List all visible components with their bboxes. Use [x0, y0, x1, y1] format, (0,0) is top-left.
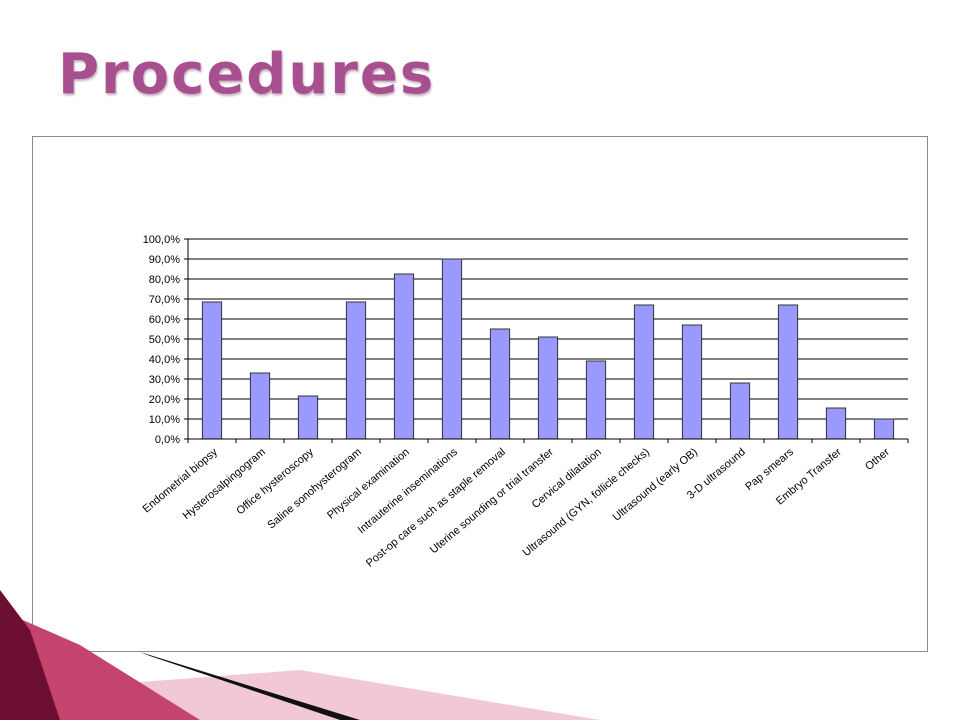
y-tick-label: 50,0%: [149, 334, 180, 346]
y-tick-label: 100,0%: [143, 234, 181, 246]
y-tick-label: 0,0%: [155, 434, 180, 446]
x-tick-labels: Endometrial biopsyHysterosalpingogramOff…: [141, 446, 893, 570]
bar: [441, 258, 463, 440]
bar: [489, 328, 511, 440]
x-tick-label: Ultrasound (early OB): [611, 446, 700, 524]
x-tick-label: Other: [863, 446, 892, 473]
y-tick-label: 70,0%: [149, 294, 180, 306]
y-tick-labels: 0,0% 10,0% 20,0% 30,0% 40,0% 50,0% 60,0% 70,0% 8…: [143, 234, 181, 446]
bar: [729, 382, 751, 440]
deco-black-swoosh: [140, 652, 360, 720]
y-tick-label: 20,0%: [149, 394, 180, 406]
bar: [393, 273, 415, 440]
x-tick-label: Hysterosalpingogram: [181, 446, 268, 522]
bar: [345, 301, 367, 440]
y-tick-label: 30,0%: [149, 374, 180, 386]
y-tick-label: 90,0%: [149, 254, 180, 266]
decorative-corner-swoosh: [0, 590, 600, 720]
axes: [187, 239, 909, 443]
y-tick-label: 60,0%: [149, 314, 180, 326]
y-tick-label: 10,0%: [149, 414, 180, 426]
bar: [297, 395, 319, 440]
deco-dark-band: [0, 590, 60, 720]
bar: [249, 372, 271, 440]
bar: [201, 301, 223, 440]
bar-chart: 0,0% 10,0% 20,0% 30,0% 40,0% 50,0% 60,0% 70,0% 8…: [141, 234, 909, 570]
bars: [201, 258, 895, 440]
y-tick-label: 40,0%: [149, 354, 180, 366]
bar: [681, 324, 703, 440]
bar: [777, 304, 799, 440]
bar: [585, 360, 607, 440]
bar: [825, 407, 847, 440]
x-tick-label: Physical examination: [325, 446, 412, 522]
y-tick-label: 80,0%: [149, 274, 180, 286]
bar: [633, 304, 655, 440]
page-title: Procedures: [58, 42, 436, 107]
chart-frame: 0,0% 10,0% 20,0% 30,0% 40,0% 50,0% 60,0% 70,0% 8…: [32, 136, 928, 652]
bar: [537, 336, 559, 440]
x-tick-label: Saline sonohysterogram: [265, 446, 364, 531]
bar: [873, 418, 895, 440]
